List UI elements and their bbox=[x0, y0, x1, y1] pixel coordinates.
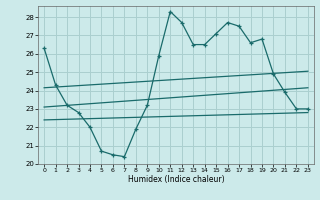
X-axis label: Humidex (Indice chaleur): Humidex (Indice chaleur) bbox=[128, 175, 224, 184]
